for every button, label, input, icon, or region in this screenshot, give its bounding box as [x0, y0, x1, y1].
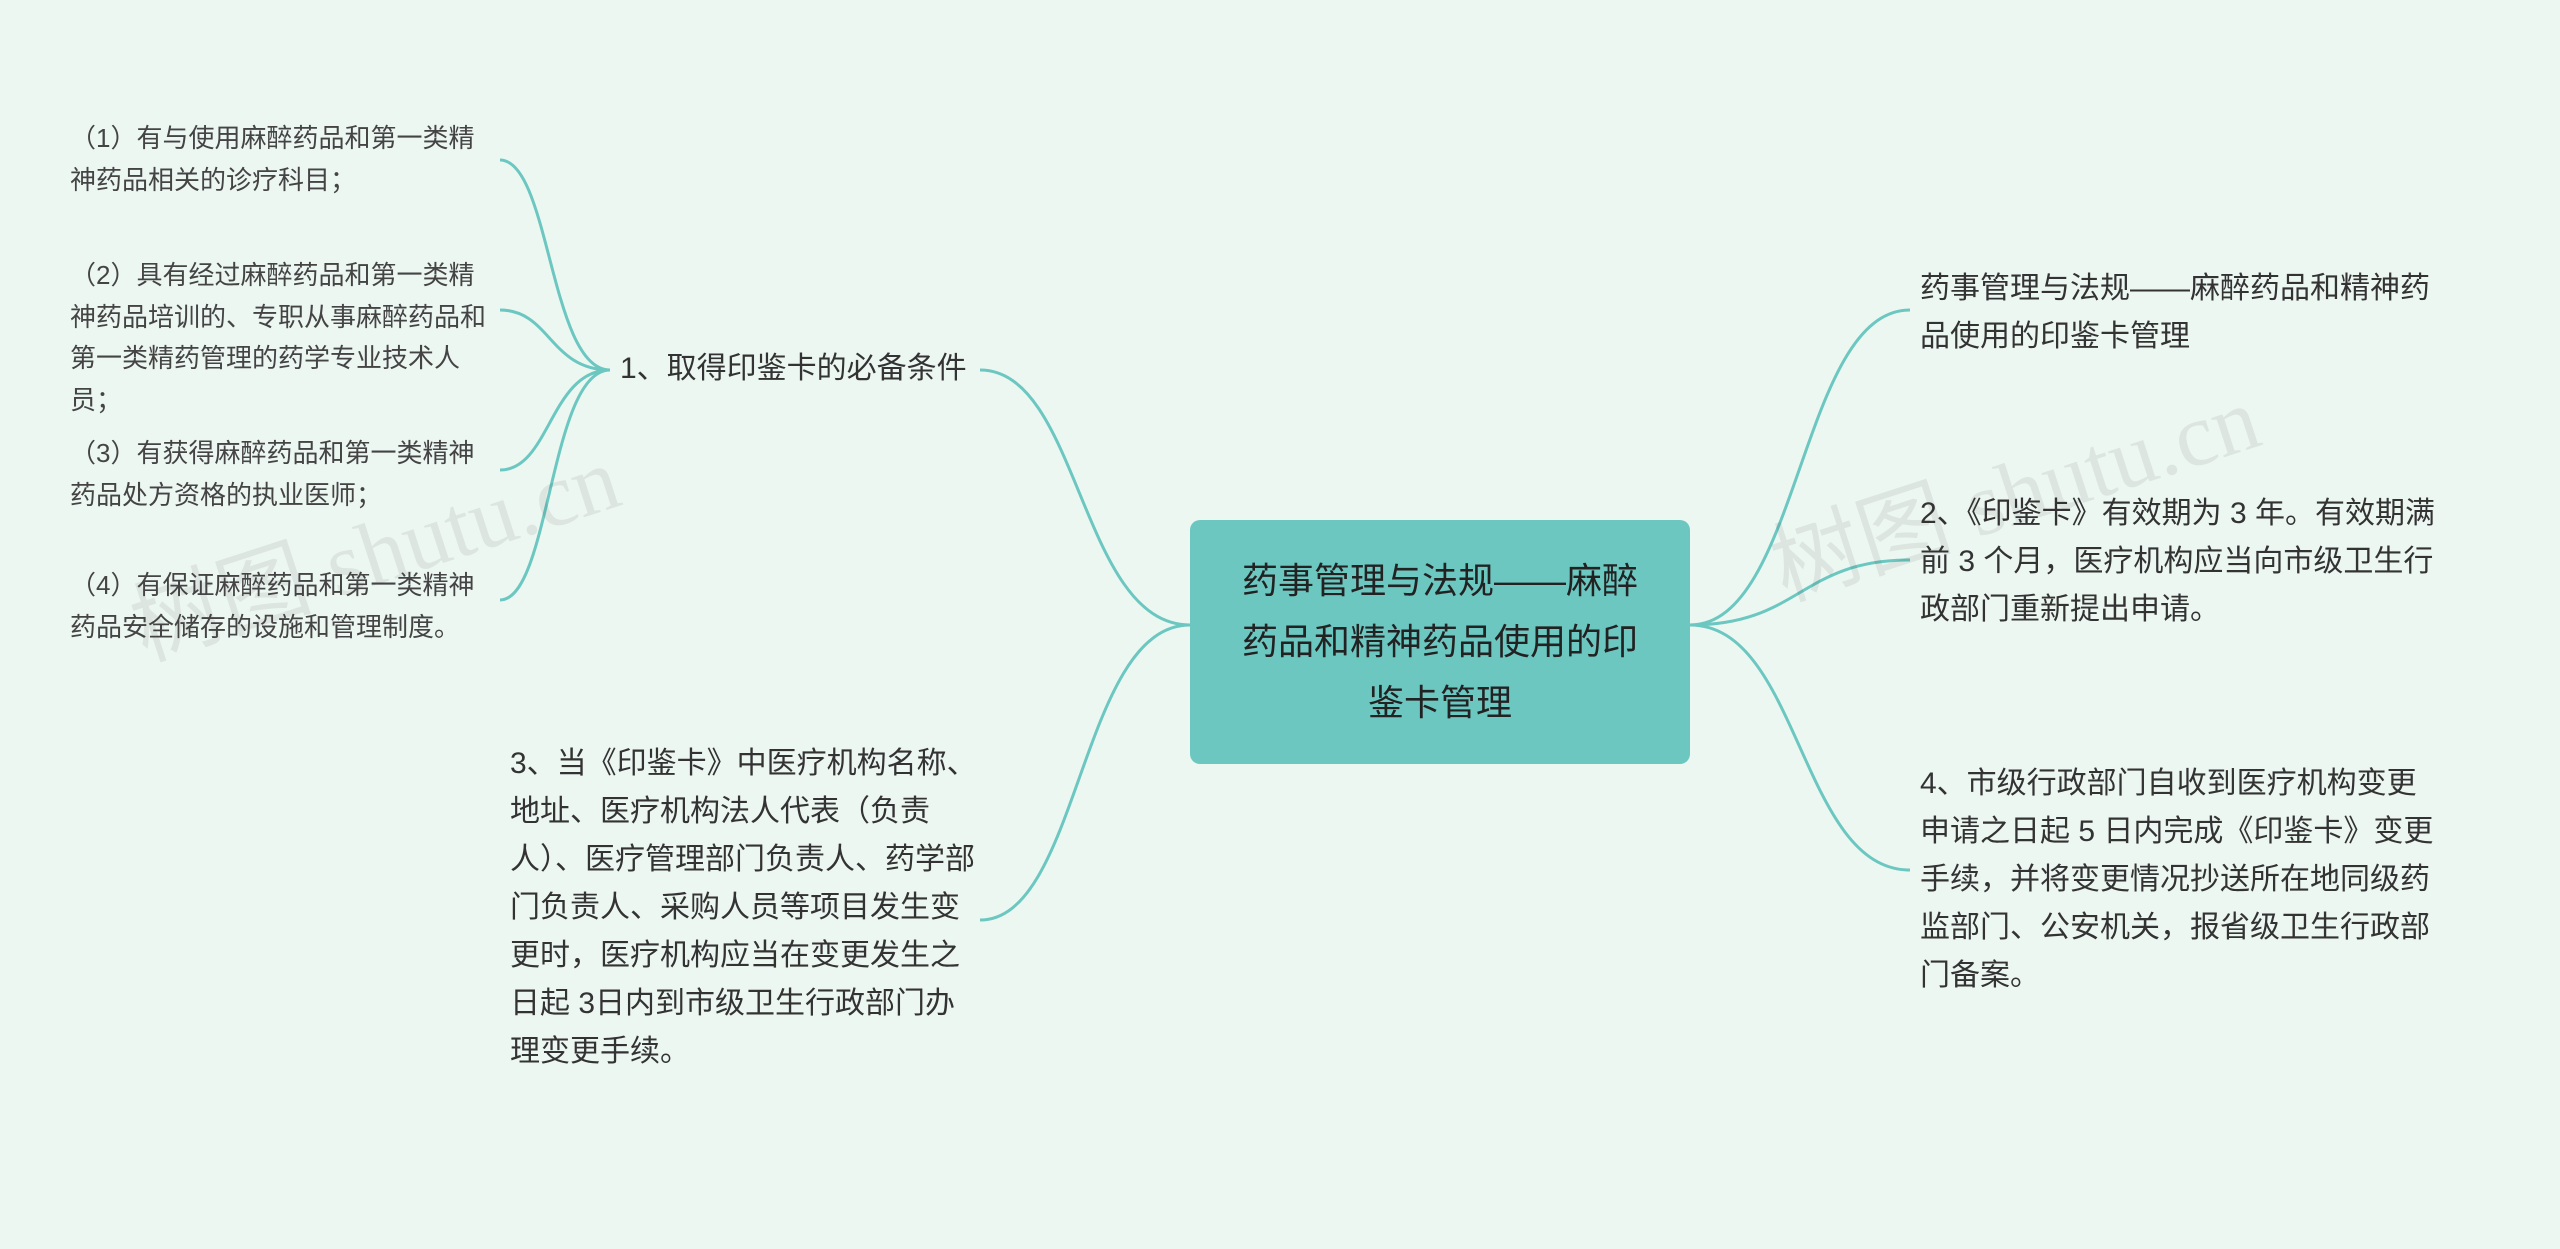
left-node-1-child-1-text: （1）有与使用麻醉药品和第一类精神药品相关的诊疗科目；	[70, 123, 474, 195]
left-node-2: 3、当《印鉴卡》中医疗机构名称、地址、医疗机构法人代表（负责人）、医疗管理部门负…	[510, 740, 980, 1076]
left-node-1-text: 1、取得印鉴卡的必备条件	[620, 352, 967, 385]
left-node-1-child-3-text: （3）有获得麻醉药品和第一类精神药品处方资格的执业医师；	[70, 438, 474, 510]
left-node-1-child-4-text: （4）有保证麻醉药品和第一类精神药品安全储存的设施和管理制度。	[70, 570, 474, 642]
left-node-1-child-2: （2）具有经过麻醉药品和第一类精神药品培训的、专职从事麻醉药品和第一类精药管理的…	[70, 255, 500, 421]
right-node-2-text: 2、《印鉴卡》有效期为 3 年。有效期满前 3 个月，医疗机构应当向市级卫生行政…	[1920, 497, 2435, 626]
left-node-1-child-3: （3）有获得麻醉药品和第一类精神药品处方资格的执业医师；	[70, 433, 500, 516]
left-node-1-child-2-text: （2）具有经过麻醉药品和第一类精神药品培训的、专职从事麻醉药品和第一类精药管理的…	[70, 260, 486, 415]
left-node-1-child-1: （1）有与使用麻醉药品和第一类精神药品相关的诊疗科目；	[70, 118, 500, 201]
left-node-2-text: 3、当《印鉴卡》中医疗机构名称、地址、医疗机构法人代表（负责人）、医疗管理部门负…	[510, 747, 977, 1068]
center-node-text: 药事管理与法规——麻醉药品和精神药品使用的印鉴卡管理	[1242, 560, 1638, 723]
left-node-1-child-4: （4）有保证麻醉药品和第一类精神药品安全储存的设施和管理制度。	[70, 565, 500, 648]
mindmap-canvas: 树图 shutu.cn 树图 shutu.cn 药事管理与法规——麻醉药品和精神…	[0, 0, 2560, 1249]
right-node-1-text: 药事管理与法规——麻醉药品和精神药品使用的印鉴卡管理	[1920, 272, 2430, 353]
right-node-3: 4、市级行政部门自收到医疗机构变更申请之日起 5 日内完成《印鉴卡》变更手续，并…	[1920, 760, 2440, 1000]
right-node-2: 2、《印鉴卡》有效期为 3 年。有效期满前 3 个月，医疗机构应当向市级卫生行政…	[1920, 490, 2440, 634]
center-node: 药事管理与法规——麻醉药品和精神药品使用的印鉴卡管理	[1190, 520, 1690, 764]
left-node-1: 1、取得印鉴卡的必备条件	[620, 345, 990, 393]
right-node-1: 药事管理与法规——麻醉药品和精神药品使用的印鉴卡管理	[1920, 265, 2440, 361]
right-node-3-text: 4、市级行政部门自收到医疗机构变更申请之日起 5 日内完成《印鉴卡》变更手续，并…	[1920, 767, 2433, 992]
